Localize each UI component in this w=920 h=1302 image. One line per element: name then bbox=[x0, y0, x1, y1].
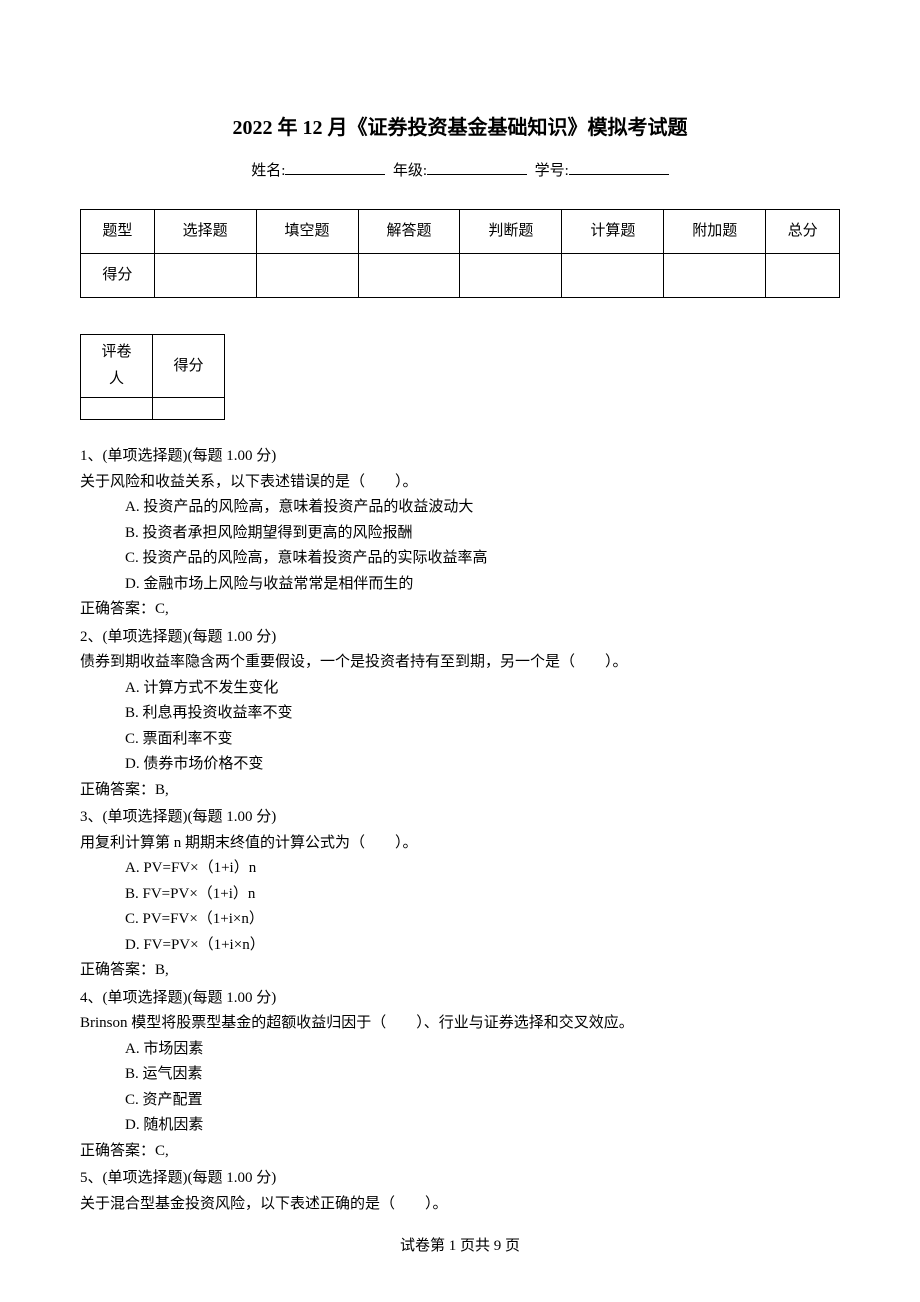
option-item: A. 投资产品的风险高，意味着投资产品的收益波动大 bbox=[125, 495, 840, 521]
question-number: 2、(单项选择题)(每题 1.00 分) bbox=[80, 625, 840, 651]
options-list: A. PV=FV×（1+i）nB. FV=PV×（1+i）nC. PV=FV×（… bbox=[80, 856, 840, 958]
empty-cell bbox=[153, 398, 225, 420]
answer-text: 正确答案：B, bbox=[80, 778, 840, 804]
score-table: 题型 选择题 填空题 解答题 判断题 计算题 附加题 总分 得分 bbox=[80, 209, 840, 298]
option-item: A. 市场因素 bbox=[125, 1037, 840, 1063]
option-item: B. 利息再投资收益率不变 bbox=[125, 701, 840, 727]
empty-cell bbox=[562, 254, 664, 298]
grader-table: 评卷人 得分 bbox=[80, 334, 225, 420]
exam-title: 2022 年 12 月《证券投资基金基础知识》模拟考试题 bbox=[80, 110, 840, 146]
grade-blank bbox=[427, 159, 527, 175]
option-item: C. 票面利率不变 bbox=[125, 727, 840, 753]
header-cell: 判断题 bbox=[460, 210, 562, 254]
option-item: C. 资产配置 bbox=[125, 1088, 840, 1114]
question-block: 3、(单项选择题)(每题 1.00 分)用复利计算第 n 期期末终值的计算公式为… bbox=[80, 805, 840, 984]
option-item: C. PV=FV×（1+i×n） bbox=[125, 907, 840, 933]
answer-text: 正确答案：C, bbox=[80, 1139, 840, 1165]
score-table-header-row: 题型 选择题 填空题 解答题 判断题 计算题 附加题 总分 bbox=[81, 210, 840, 254]
empty-cell bbox=[358, 254, 460, 298]
question-block: 4、(单项选择题)(每题 1.00 分)Brinson 模型将股票型基金的超额收… bbox=[80, 986, 840, 1165]
name-blank bbox=[285, 159, 385, 175]
grader-label: 评卷人 bbox=[81, 335, 153, 398]
header-cell: 附加题 bbox=[664, 210, 766, 254]
question-stem: 关于风险和收益关系，以下表述错误的是（ ）。 bbox=[80, 470, 840, 496]
header-cell: 填空题 bbox=[256, 210, 358, 254]
options-list: A. 市场因素B. 运气因素C. 资产配置D. 随机因素 bbox=[80, 1037, 840, 1139]
answer-text: 正确答案：B, bbox=[80, 958, 840, 984]
question-stem: Brinson 模型将股票型基金的超额收益归因于（ ）、行业与证券选择和交叉效应… bbox=[80, 1011, 840, 1037]
empty-cell bbox=[460, 254, 562, 298]
option-item: D. FV=PV×（1+i×n） bbox=[125, 933, 840, 959]
option-item: A. 计算方式不发生变化 bbox=[125, 676, 840, 702]
option-item: B. 投资者承担风险期望得到更高的风险报酬 bbox=[125, 521, 840, 547]
question-number: 5、(单项选择题)(每题 1.00 分) bbox=[80, 1166, 840, 1192]
empty-cell bbox=[256, 254, 358, 298]
empty-cell bbox=[664, 254, 766, 298]
grader-table-header-row: 评卷人 得分 bbox=[81, 335, 225, 398]
option-item: C. 投资产品的风险高，意味着投资产品的实际收益率高 bbox=[125, 546, 840, 572]
question-stem: 关于混合型基金投资风险，以下表述正确的是（ ）。 bbox=[80, 1192, 840, 1218]
grade-label: 年级: bbox=[393, 163, 427, 179]
question-block: 2、(单项选择题)(每题 1.00 分)债券到期收益率隐含两个重要假设，一个是投… bbox=[80, 625, 840, 804]
option-item: B. FV=PV×（1+i）n bbox=[125, 882, 840, 908]
options-list: A. 投资产品的风险高，意味着投资产品的收益波动大B. 投资者承担风险期望得到更… bbox=[80, 495, 840, 597]
empty-cell bbox=[766, 254, 840, 298]
score-table-data-row: 得分 bbox=[81, 254, 840, 298]
option-item: A. PV=FV×（1+i）n bbox=[125, 856, 840, 882]
question-stem: 债券到期收益率隐含两个重要假设，一个是投资者持有至到期，另一个是（ ）。 bbox=[80, 650, 840, 676]
option-item: D. 随机因素 bbox=[125, 1113, 840, 1139]
empty-cell bbox=[81, 398, 153, 420]
question-number: 3、(单项选择题)(每题 1.00 分) bbox=[80, 805, 840, 831]
row-label-cell: 得分 bbox=[81, 254, 155, 298]
header-cell: 总分 bbox=[766, 210, 840, 254]
name-label: 姓名: bbox=[251, 163, 285, 179]
answer-text: 正确答案：C, bbox=[80, 597, 840, 623]
student-info-line: 姓名: 年级: 学号: bbox=[80, 158, 840, 185]
question-block: 5、(单项选择题)(每题 1.00 分)关于混合型基金投资风险，以下表述正确的是… bbox=[80, 1166, 840, 1217]
option-item: B. 运气因素 bbox=[125, 1062, 840, 1088]
id-label: 学号: bbox=[535, 163, 569, 179]
header-cell: 解答题 bbox=[358, 210, 460, 254]
grader-table-data-row bbox=[81, 398, 225, 420]
option-item: D. 债券市场价格不变 bbox=[125, 752, 840, 778]
page-footer: 试卷第 1 页共 9 页 bbox=[80, 1233, 840, 1260]
question-stem: 用复利计算第 n 期期末终值的计算公式为（ ）。 bbox=[80, 831, 840, 857]
questions-container: 1、(单项选择题)(每题 1.00 分)关于风险和收益关系，以下表述错误的是（ … bbox=[80, 444, 840, 1217]
id-blank bbox=[569, 159, 669, 175]
question-block: 1、(单项选择题)(每题 1.00 分)关于风险和收益关系，以下表述错误的是（ … bbox=[80, 444, 840, 623]
option-item: D. 金融市场上风险与收益常常是相伴而生的 bbox=[125, 572, 840, 598]
header-cell: 题型 bbox=[81, 210, 155, 254]
question-number: 4、(单项选择题)(每题 1.00 分) bbox=[80, 986, 840, 1012]
grader-score-label: 得分 bbox=[153, 335, 225, 398]
header-cell: 选择题 bbox=[154, 210, 256, 254]
options-list: A. 计算方式不发生变化B. 利息再投资收益率不变C. 票面利率不变D. 债券市… bbox=[80, 676, 840, 778]
question-number: 1、(单项选择题)(每题 1.00 分) bbox=[80, 444, 840, 470]
header-cell: 计算题 bbox=[562, 210, 664, 254]
empty-cell bbox=[154, 254, 256, 298]
